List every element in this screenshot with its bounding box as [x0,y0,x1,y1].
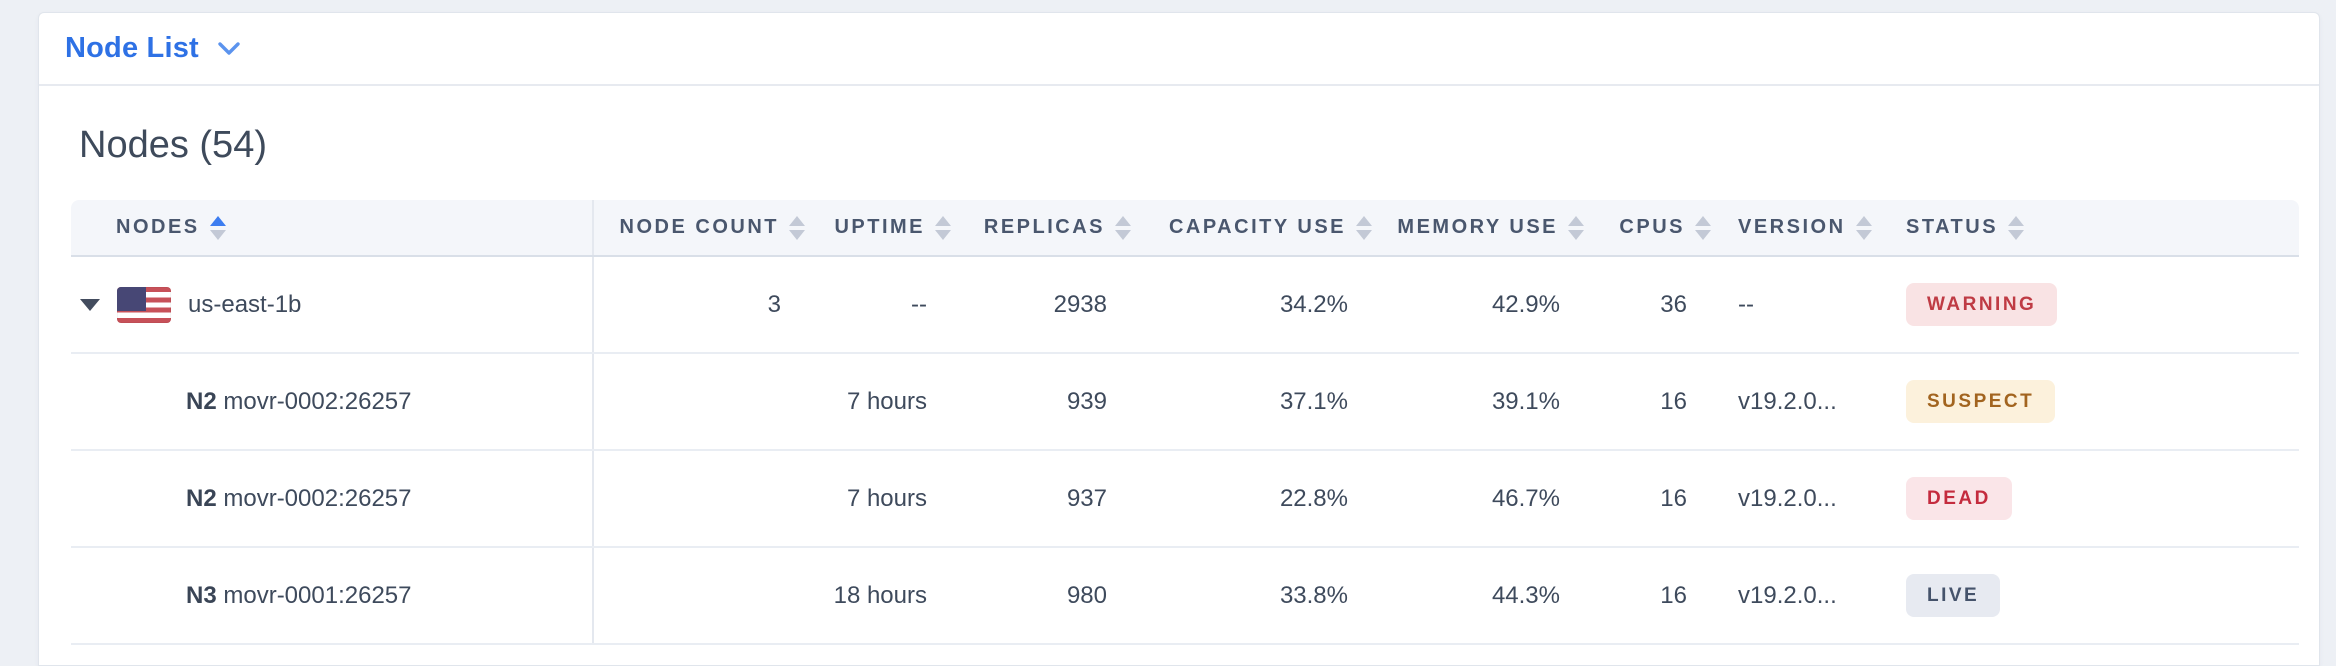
cell-replicas: 2938 [953,256,1133,354]
view-selector-dropdown[interactable]: Node List [65,32,241,65]
cell-capacity-use: 34.2% [1133,256,1374,354]
view-selector-label: Node List [65,32,199,64]
cell-replicas: 937 [953,450,1133,548]
node-address: movr-0002:26257 [223,484,412,512]
chevron-down-icon [218,42,240,55]
column-header-node-count[interactable]: NODE COUNT [593,200,807,257]
sort-icon [209,215,226,240]
cell-node-count: 3 [593,256,807,354]
cell-capacity-use: 37.1% [1133,353,1374,451]
column-header-replicas[interactable]: REPLICAS [953,200,1133,257]
cell-region-name: us-east-1b [71,256,594,354]
view-selector-bar: Node List [39,13,2319,86]
node-id: N2 [186,387,217,415]
column-header-status[interactable]: STATUS [1879,200,2299,257]
node-id: N2 [186,484,217,512]
cell-version: v19.2.0... [1713,450,1879,548]
collapse-caret-icon[interactable] [80,298,100,311]
table-row-region-group: us-east-1b 3 -- 2938 34.2% 42.9% 36 -- W… [71,256,2299,354]
cell-cpus: 16 [1586,450,1713,548]
cell-memory-use: 44.3% [1374,547,1586,645]
status-badge: LIVE [1906,574,2001,617]
card-body: Nodes (54) NODES NODE [39,124,2319,645]
status-badge: DEAD [1906,477,2012,520]
cell-status: DEAD [1879,450,2299,548]
cell-capacity-use: 22.8% [1133,450,1374,548]
cell-cpus: 36 [1586,256,1713,354]
cell-status: WARNING [1879,256,2299,354]
sort-icon [1356,215,1372,240]
cell-memory-use: 46.7% [1374,450,1586,548]
sort-icon [935,215,951,240]
cell-uptime: 18 hours [807,547,953,645]
cell-capacity-use: 33.8% [1133,547,1374,645]
cell-memory-use: 42.9% [1374,256,1586,354]
status-badge: WARNING [1906,283,2058,326]
region-name: us-east-1b [188,290,302,318]
cell-node-count [593,547,807,645]
column-header-nodes[interactable]: NODES [71,200,594,257]
cell-cpus: 16 [1586,353,1713,451]
status-badge: SUSPECT [1906,380,2056,423]
node-address: movr-0001:26257 [223,581,412,609]
cell-version: v19.2.0... [1713,353,1879,451]
sort-icon [2008,215,2025,240]
cell-status: LIVE [1879,547,2299,645]
cell-replicas: 939 [953,353,1133,451]
table-header-row: NODES NODE COUNT UPTIME [71,200,2299,257]
cell-uptime: 7 hours [807,353,953,451]
table-row-node[interactable]: N3 movr-0001:26257 18 hours 980 33.8% 44… [71,547,2299,645]
column-header-uptime[interactable]: UPTIME [807,200,953,257]
cell-node-name: N2 movr-0002:26257 [71,353,594,451]
sort-icon [1568,215,1584,240]
cell-node-count [593,450,807,548]
node-id: N3 [186,581,217,609]
sort-icon [1695,215,1711,240]
cell-uptime: -- [807,256,953,354]
sort-icon [789,215,805,240]
sort-icon [1855,215,1872,240]
node-address: movr-0002:26257 [223,387,412,415]
cell-status: SUSPECT [1879,353,2299,451]
cell-cpus: 16 [1586,547,1713,645]
cell-version: v19.2.0... [1713,547,1879,645]
column-header-cpus[interactable]: CPUS [1586,200,1713,257]
cell-version: -- [1713,256,1879,354]
page-title: Nodes (54) [79,124,267,166]
us-flag-icon [117,286,171,323]
cell-node-count [593,353,807,451]
cell-memory-use: 39.1% [1374,353,1586,451]
cell-uptime: 7 hours [807,450,953,548]
cell-replicas: 980 [953,547,1133,645]
cell-node-name: N2 movr-0002:26257 [71,450,594,548]
column-header-memory-use[interactable]: MEMORY USE [1374,200,1586,257]
table-row-node[interactable]: N2 movr-0002:26257 7 hours 939 37.1% 39.… [71,353,2299,451]
sort-icon [1115,215,1131,240]
cell-node-name: N3 movr-0001:26257 [71,547,594,645]
column-header-capacity-use[interactable]: CAPACITY USE [1133,200,1374,257]
nodes-table: NODES NODE COUNT UPTIME [71,200,2299,645]
column-header-version[interactable]: VERSION [1713,200,1879,257]
table-row-node[interactable]: N2 movr-0002:26257 7 hours 937 22.8% 46.… [71,450,2299,548]
node-list-card: Node List Nodes (54) NODES [38,12,2320,666]
